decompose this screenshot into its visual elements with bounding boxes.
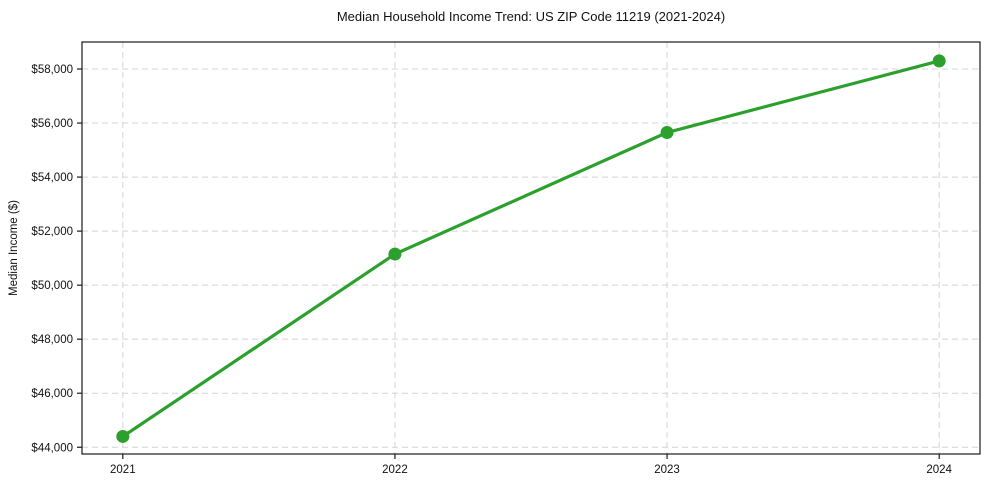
- data-point-marker: [932, 54, 946, 68]
- plot-border: [81, 41, 981, 455]
- y-tick-label: $56,000: [31, 118, 73, 130]
- chart-title: Median Household Income Trend: US ZIP Co…: [336, 9, 726, 24]
- y-tick-label: $48,000: [31, 334, 73, 346]
- y-tick-label: $54,000: [31, 172, 73, 184]
- x-tick-label: 2024: [926, 464, 952, 476]
- y-tick-label: $44,000: [31, 442, 73, 454]
- x-tick-label: 2022: [382, 464, 408, 476]
- data-point-marker: [116, 429, 130, 443]
- data-point-marker: [388, 247, 402, 261]
- data-line: [121, 59, 941, 439]
- y-tick-label: $50,000: [31, 280, 73, 292]
- x-tick-label: 2023: [654, 464, 680, 476]
- y-tick-label: $52,000: [31, 226, 73, 238]
- data-point-marker: [660, 126, 674, 140]
- y-tick-label: $46,000: [31, 388, 73, 400]
- x-tick-label: 2021: [110, 464, 136, 476]
- y-tick-label: $58,000: [31, 64, 73, 76]
